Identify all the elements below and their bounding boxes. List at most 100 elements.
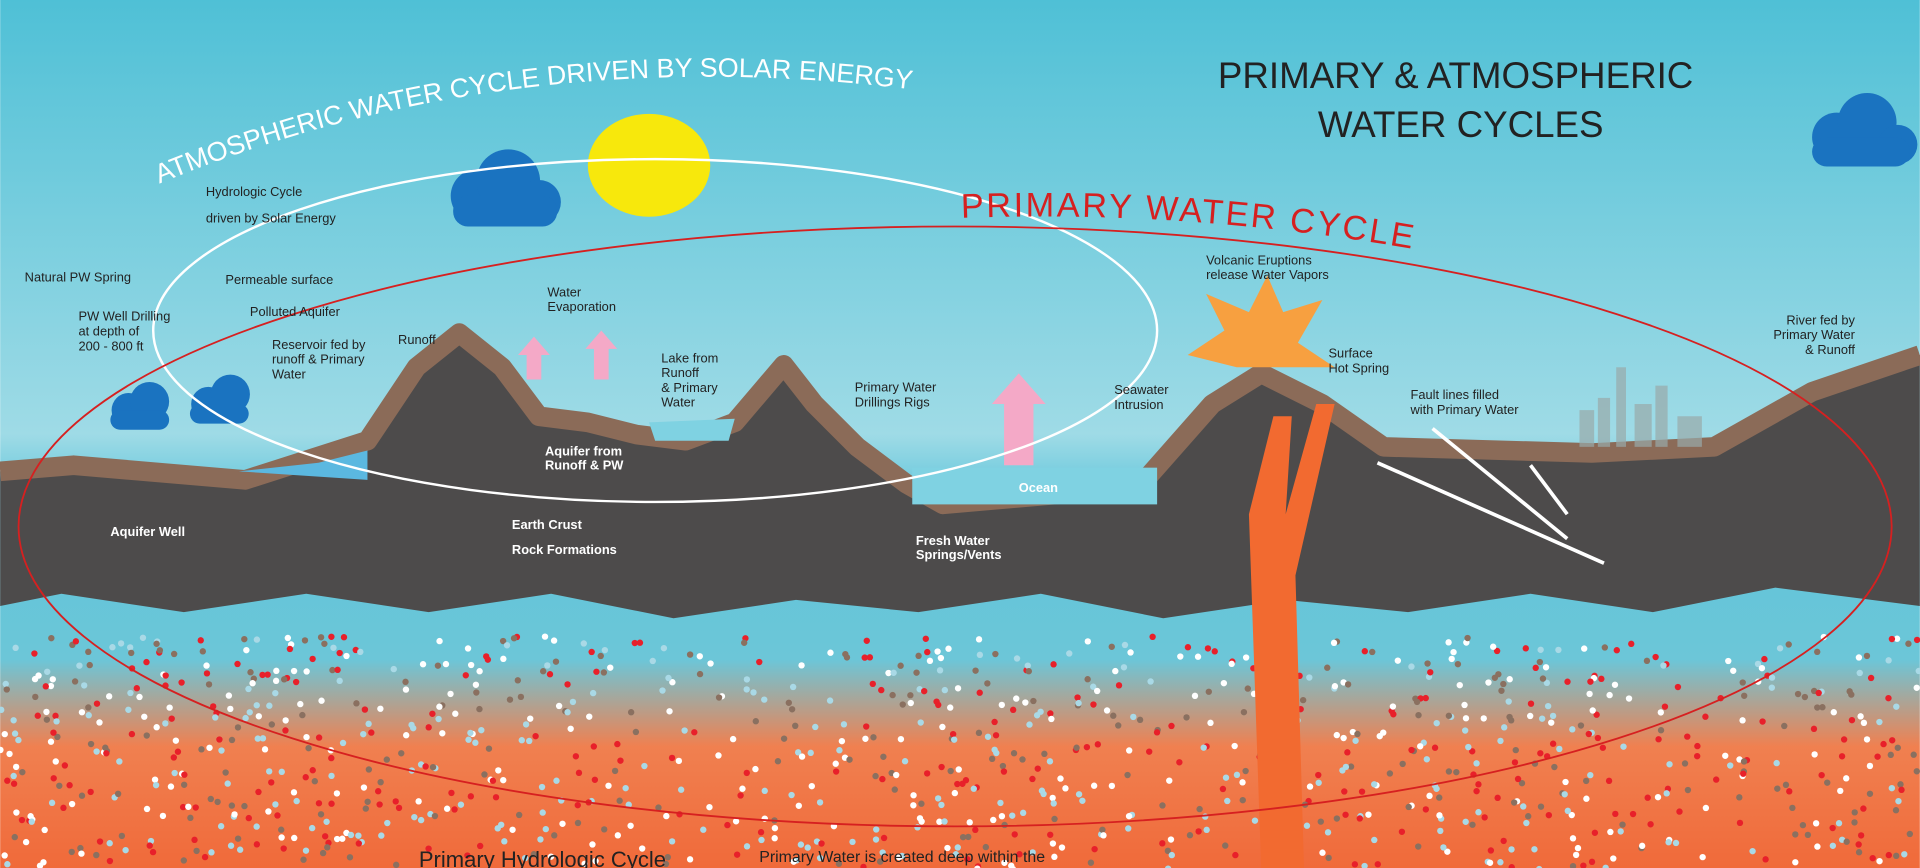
dot: [1164, 865, 1172, 868]
dot: [377, 779, 384, 786]
dot: [1663, 790, 1670, 797]
dot: [938, 763, 945, 771]
dot: [1136, 716, 1144, 724]
dot: [941, 818, 948, 825]
dot: [1684, 786, 1692, 794]
dot: [1885, 695, 1892, 702]
dot: [1315, 779, 1322, 786]
dot: [792, 722, 799, 729]
dot: [22, 838, 30, 846]
dot: [80, 682, 88, 689]
dot: [362, 805, 369, 812]
dot: [448, 789, 455, 797]
dot: [1491, 674, 1499, 681]
dot: [937, 654, 945, 662]
dot: [208, 849, 215, 856]
dot: [1804, 831, 1812, 839]
dot: [253, 841, 261, 848]
dot: [668, 754, 676, 762]
dot: [1539, 675, 1547, 682]
dot: [1774, 785, 1781, 792]
dot: [284, 634, 292, 642]
dot: [1196, 805, 1203, 813]
dot: [1461, 701, 1468, 709]
label: Aquifer from Runoff & PW: [545, 443, 624, 472]
dot: [153, 640, 160, 647]
dot: [1713, 776, 1720, 783]
dot: [4, 861, 11, 868]
dot: [227, 705, 234, 713]
dot: [328, 754, 335, 762]
dot: [1371, 836, 1378, 844]
dot: [1602, 864, 1609, 868]
dot: [503, 642, 511, 649]
dot: [1413, 698, 1421, 706]
dot: [691, 729, 698, 736]
dot: [880, 753, 887, 760]
dot: [879, 775, 886, 783]
label: Seawater Intrusion: [1114, 382, 1169, 412]
dot: [1083, 743, 1091, 751]
dot: [6, 750, 13, 758]
dot: [185, 803, 192, 810]
dot: [1166, 777, 1173, 784]
dot: [1164, 847, 1172, 855]
dot: [589, 689, 597, 697]
dot: [118, 832, 126, 840]
dot: [757, 829, 765, 836]
label: River fed by Primary Water & Runoff: [1773, 312, 1855, 357]
dot: [1661, 703, 1669, 710]
dot: [1022, 699, 1029, 706]
dot: [408, 721, 415, 729]
dot: [1244, 685, 1251, 692]
dot: [218, 747, 225, 754]
dot: [436, 637, 443, 645]
dot: [179, 803, 187, 811]
dot: [641, 762, 648, 770]
dot: [551, 832, 558, 839]
dot: [1445, 768, 1453, 775]
dot: [43, 716, 51, 723]
dot: [1851, 819, 1858, 826]
dot: [452, 710, 459, 717]
dot: [758, 836, 765, 844]
dot: [526, 737, 533, 745]
dot: [1417, 743, 1424, 750]
dot: [798, 753, 806, 760]
dot: [681, 727, 688, 734]
dot: [1075, 791, 1083, 798]
dot: [639, 845, 646, 852]
dot: [789, 683, 797, 691]
dot: [1855, 849, 1863, 856]
dot: [816, 854, 824, 862]
dot: [60, 804, 67, 812]
dot: [336, 649, 343, 657]
dot: [1445, 639, 1452, 646]
dot: [1333, 731, 1340, 739]
dot: [771, 835, 778, 842]
dot: [193, 847, 200, 855]
dot: [1856, 669, 1863, 677]
dot: [128, 730, 136, 738]
dot: [47, 738, 55, 745]
dot: [292, 678, 300, 686]
dot: [93, 700, 101, 707]
dot: [1620, 743, 1627, 750]
dot: [552, 658, 560, 665]
dot: [972, 667, 979, 674]
dot: [1084, 638, 1092, 645]
dot: [1365, 811, 1372, 818]
dot: [253, 823, 260, 830]
dot: [1066, 650, 1073, 657]
dot: [31, 650, 38, 657]
dot: [737, 792, 744, 799]
dot: [1361, 648, 1368, 655]
dot: [1037, 708, 1044, 715]
dot: [597, 652, 604, 660]
dot: [1153, 729, 1161, 736]
label-line: Permeable surface: [225, 272, 333, 287]
dot: [4, 777, 11, 784]
dot: [1497, 737, 1504, 745]
dot: [305, 744, 312, 752]
dot: [715, 694, 723, 701]
